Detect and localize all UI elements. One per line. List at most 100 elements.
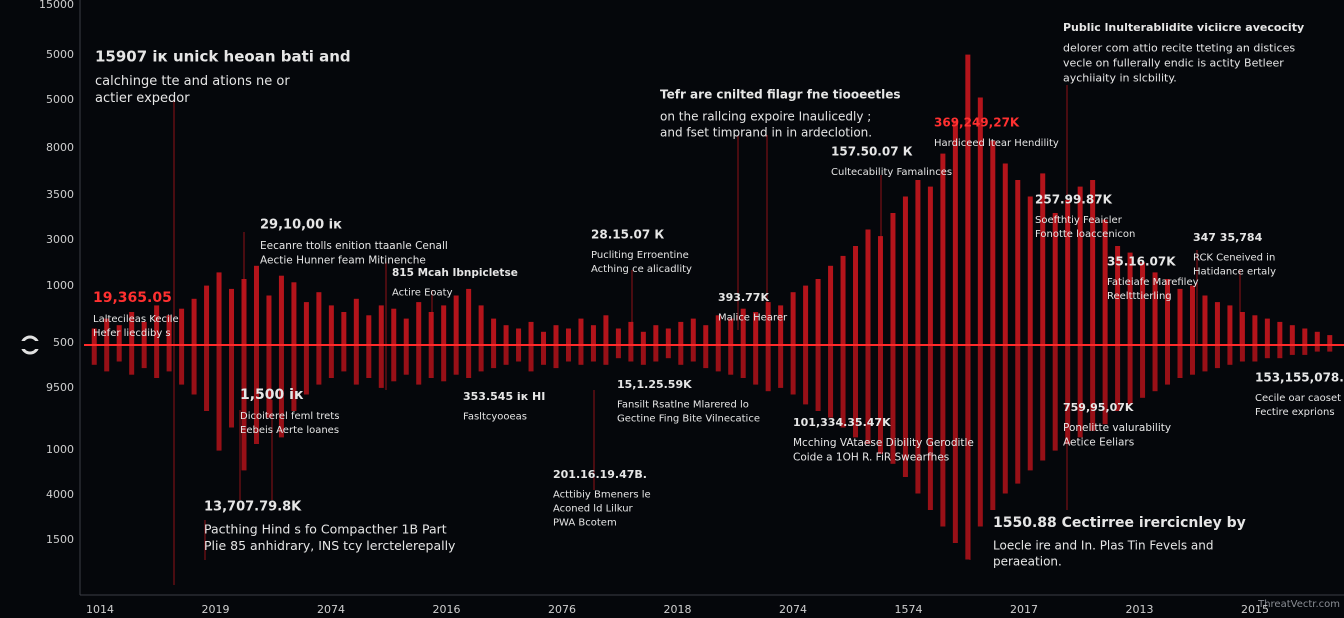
wave-bar bbox=[541, 331, 547, 345]
annotation-line: vecle on fullerally endic is actity Betl… bbox=[1063, 57, 1284, 70]
wave-bar bbox=[341, 345, 347, 372]
wave-bar bbox=[216, 345, 222, 451]
wave-bar bbox=[1140, 262, 1146, 345]
wave-bar bbox=[291, 282, 297, 345]
wave-bar bbox=[1052, 213, 1058, 345]
wave-bar bbox=[1002, 345, 1008, 494]
wave-bar bbox=[678, 345, 684, 365]
wave-bar bbox=[491, 318, 497, 345]
wave-bar bbox=[478, 305, 484, 345]
wave-bar bbox=[528, 345, 534, 372]
y-axis-label: 8000 bbox=[46, 141, 74, 154]
wave-bar bbox=[378, 305, 384, 345]
wave-bar bbox=[615, 345, 621, 359]
annotation-line: Aetice Eeliars bbox=[1063, 437, 1134, 449]
wave-bar bbox=[141, 345, 147, 369]
y-axis-label: 9500 bbox=[46, 381, 74, 394]
annotation-line: Fansilt Rsatlne Mlarered lo bbox=[617, 400, 749, 411]
wave-bar bbox=[1227, 305, 1233, 345]
wave-bar bbox=[303, 302, 309, 345]
wave-bar bbox=[1090, 180, 1096, 345]
wave-bar bbox=[715, 345, 721, 372]
annotation-line: Hefer liecdiby s bbox=[93, 328, 171, 339]
wave-bar bbox=[828, 345, 834, 418]
wave-bar bbox=[229, 345, 235, 428]
wave-bar bbox=[977, 345, 983, 527]
wave-bar bbox=[528, 321, 534, 345]
wave-bar bbox=[353, 345, 359, 385]
wave-bar bbox=[615, 328, 621, 345]
annotation-line: Acthing ce alicadlity bbox=[591, 264, 692, 275]
y-axis-label: 3000 bbox=[46, 233, 74, 246]
wave-bar bbox=[241, 279, 247, 345]
wave-bar bbox=[915, 345, 921, 494]
annotation: 157.50.07 К Cultecability Famalinces bbox=[831, 145, 952, 179]
wave-bar bbox=[478, 345, 484, 372]
wave-bar bbox=[865, 345, 871, 444]
wave-bar bbox=[328, 345, 334, 378]
wave-bar bbox=[91, 345, 97, 365]
annotation-line: Cultecability Famalinces bbox=[831, 167, 952, 178]
wave-bar bbox=[940, 345, 946, 527]
wave-bar bbox=[241, 345, 247, 471]
wave-bar bbox=[441, 305, 447, 345]
annotation-line: Cecile oar caoset Ic bbox=[1255, 393, 1344, 404]
wave-bar bbox=[753, 312, 759, 345]
wave-bar bbox=[640, 345, 646, 365]
wave-bar bbox=[740, 308, 746, 345]
wave-bar bbox=[154, 345, 160, 378]
annotation-line: Loecle ire and In. Plas Tin Fevels and bbox=[993, 539, 1214, 553]
wave-bar bbox=[690, 318, 696, 345]
wave-bar bbox=[902, 196, 908, 345]
x-axis-label: 1014 bbox=[86, 603, 114, 616]
wave-bar bbox=[840, 255, 846, 345]
annotation-line: Pucliting Erroentine bbox=[591, 250, 689, 261]
wave-bar bbox=[1015, 345, 1021, 484]
wave-bar bbox=[516, 328, 522, 345]
wave-bar bbox=[1302, 328, 1308, 345]
wave-bar bbox=[553, 325, 559, 345]
annotation-line: Fectire exprions bbox=[1255, 407, 1335, 418]
wave-bar bbox=[403, 345, 409, 375]
wave-bar bbox=[603, 345, 609, 365]
annotation-line: Malice Hearer bbox=[718, 313, 788, 324]
annotation-heading: 393.77K bbox=[718, 291, 769, 304]
wave-bar bbox=[1077, 186, 1083, 345]
wave-bar bbox=[840, 345, 846, 428]
wave-bar bbox=[1202, 345, 1208, 372]
wave-bar bbox=[1102, 345, 1108, 425]
wave-bar bbox=[341, 312, 347, 345]
wave-bar bbox=[491, 345, 497, 369]
wave-bar bbox=[703, 325, 709, 345]
wave-bar bbox=[204, 285, 210, 345]
wave-bar bbox=[1302, 345, 1308, 355]
wave-bar bbox=[1314, 345, 1320, 352]
wave-bar bbox=[965, 345, 971, 560]
annotation: 369,249,27K Hardiceed ltear Hendility bbox=[934, 116, 1059, 150]
annotation-line: Reeltttierling bbox=[1107, 291, 1172, 302]
x-axis-label: 2074 bbox=[779, 603, 807, 616]
wave-bar bbox=[503, 345, 509, 365]
wave-bar bbox=[653, 325, 659, 345]
wave-bar bbox=[803, 285, 809, 345]
wave-bar bbox=[1314, 331, 1320, 345]
wave-bar bbox=[890, 345, 896, 464]
wave-bar bbox=[1202, 295, 1208, 345]
wave-bar bbox=[1152, 272, 1158, 345]
x-axis-label: 2017 bbox=[1010, 603, 1038, 616]
annotation-line: actier expedor bbox=[95, 91, 190, 106]
watermark: ThreatVectr.com bbox=[1257, 599, 1340, 610]
wave-bar bbox=[927, 345, 933, 510]
wave-bar bbox=[303, 345, 309, 395]
annotation-line: and fset timprand in in ardeclotion. bbox=[660, 126, 872, 140]
wave-bar bbox=[728, 318, 734, 345]
annotation: 29,10,00 ік Eecanre ttolls enition ttaanl… bbox=[260, 218, 448, 267]
wave-bar bbox=[1102, 219, 1108, 345]
wave-bar bbox=[216, 272, 222, 345]
wave-bar bbox=[790, 345, 796, 395]
wave-bar bbox=[603, 315, 609, 345]
wave-bar bbox=[640, 331, 646, 345]
wave-bar bbox=[765, 345, 771, 392]
wave-bar bbox=[628, 345, 634, 362]
